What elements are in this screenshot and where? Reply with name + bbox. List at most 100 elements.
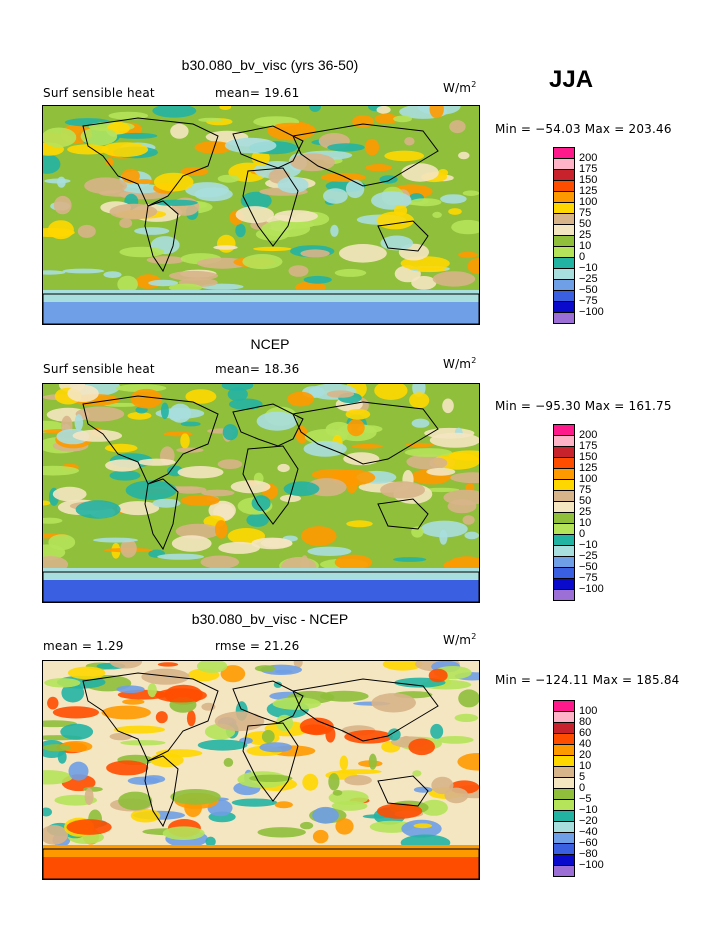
legend-level-label: 150	[579, 451, 598, 463]
contour-patch	[200, 555, 240, 569]
contour-patch	[43, 270, 66, 275]
contour-patch	[374, 113, 399, 125]
contour-patch	[272, 697, 321, 710]
contour-patch	[105, 158, 114, 166]
contour-patch	[217, 174, 240, 183]
legend-level-label: −25	[579, 273, 598, 285]
contour-patch	[67, 666, 106, 680]
contour-patch	[436, 736, 474, 744]
contour-patch	[344, 730, 393, 744]
contour-patch	[449, 120, 466, 134]
contour-patch	[127, 776, 161, 785]
contour-patch	[148, 279, 179, 287]
contour-patch	[409, 198, 442, 207]
contour-patch	[157, 553, 204, 560]
coastline	[43, 571, 479, 602]
contour-patch	[352, 115, 375, 128]
contour-patch	[409, 392, 430, 409]
contour-patch	[431, 776, 454, 795]
antarctic-band	[43, 302, 479, 324]
contour-patch	[141, 668, 190, 685]
contour-patch	[444, 787, 469, 804]
legend-level-label: 10	[579, 517, 592, 529]
contour-patch	[457, 753, 479, 771]
legend-level-label: 80	[579, 716, 592, 728]
contour-patch	[222, 424, 239, 441]
panel-1-variable: Surf sensible heat	[43, 86, 155, 100]
contour-patch	[130, 388, 163, 409]
contour-patch	[109, 203, 158, 220]
contour-patch	[299, 717, 334, 736]
contour-patch	[201, 489, 235, 497]
contour-patch	[43, 807, 52, 817]
contour-patch	[116, 685, 145, 693]
legend-level-label: 10	[579, 760, 592, 772]
contour-patch	[413, 786, 433, 793]
contour-patch	[380, 235, 414, 251]
contour-patch	[276, 714, 294, 732]
contour-patch	[387, 728, 401, 741]
legend-level-label: 175	[579, 163, 598, 175]
contour-patch	[451, 219, 479, 235]
southern-ocean-band	[43, 845, 479, 857]
contour-patch	[162, 826, 205, 840]
legend-swatch	[553, 312, 575, 324]
contour-patch	[408, 738, 436, 756]
legend-level-label: 25	[579, 229, 592, 241]
contour-patch	[77, 224, 96, 238]
contour-patch	[104, 443, 138, 453]
panel-3-units: W/m2	[443, 632, 477, 647]
contour-patch	[411, 276, 437, 290]
contour-patch	[57, 176, 66, 188]
contour-patch	[186, 710, 196, 727]
contour-patch	[43, 127, 77, 148]
contour-patch	[74, 414, 84, 431]
contour-patch	[443, 489, 479, 506]
coastline	[43, 848, 479, 879]
legend-level-label: −50	[579, 561, 598, 573]
contour-patch	[52, 486, 87, 502]
contour-patch	[432, 271, 476, 287]
legend-level-label: 60	[579, 727, 592, 739]
coastline	[144, 478, 179, 551]
contour-patch	[376, 211, 415, 230]
contour-patch	[274, 210, 318, 223]
coastline	[242, 167, 299, 247]
contour-patch	[80, 127, 118, 146]
contour-patch	[218, 541, 260, 554]
contour-patch	[147, 683, 157, 698]
contour-patch	[157, 662, 179, 667]
coastline	[377, 498, 429, 530]
contour-patch	[152, 106, 197, 118]
legend-level-label: 5	[579, 771, 586, 783]
contour-patch	[57, 750, 67, 764]
contour-patch	[214, 520, 228, 539]
coastline	[82, 672, 219, 762]
contour-patch	[125, 480, 177, 500]
contour-patch	[127, 411, 152, 420]
contour-patch	[119, 246, 165, 258]
contour-patch	[113, 725, 166, 734]
contour-patch	[84, 788, 94, 805]
contour-patch	[312, 806, 339, 824]
contour-patch	[47, 696, 59, 710]
coastline	[242, 722, 299, 802]
legend-level-label: −100	[579, 859, 604, 871]
coastline	[144, 755, 179, 828]
contour-patch	[257, 827, 306, 838]
legend-level-label: 100	[579, 473, 598, 485]
contour-patch	[155, 711, 168, 724]
contour-patch	[117, 501, 160, 516]
season-label: JJA	[549, 66, 594, 93]
contour-patch	[146, 256, 186, 264]
contour-patch	[66, 819, 112, 835]
panel-3-legend: 100 80 60 40 20 10 5 0 −5 −10 −20 −40 −60 −80 −100	[553, 700, 633, 877]
contour-patch	[75, 406, 125, 422]
legend-level-label: 10	[579, 240, 592, 252]
contour-patch	[336, 769, 382, 775]
contour-patch	[221, 384, 254, 391]
coastline	[82, 395, 219, 485]
legend-level-label: −60	[579, 837, 598, 849]
contour-patch	[371, 191, 412, 210]
contour-patch	[254, 665, 276, 672]
